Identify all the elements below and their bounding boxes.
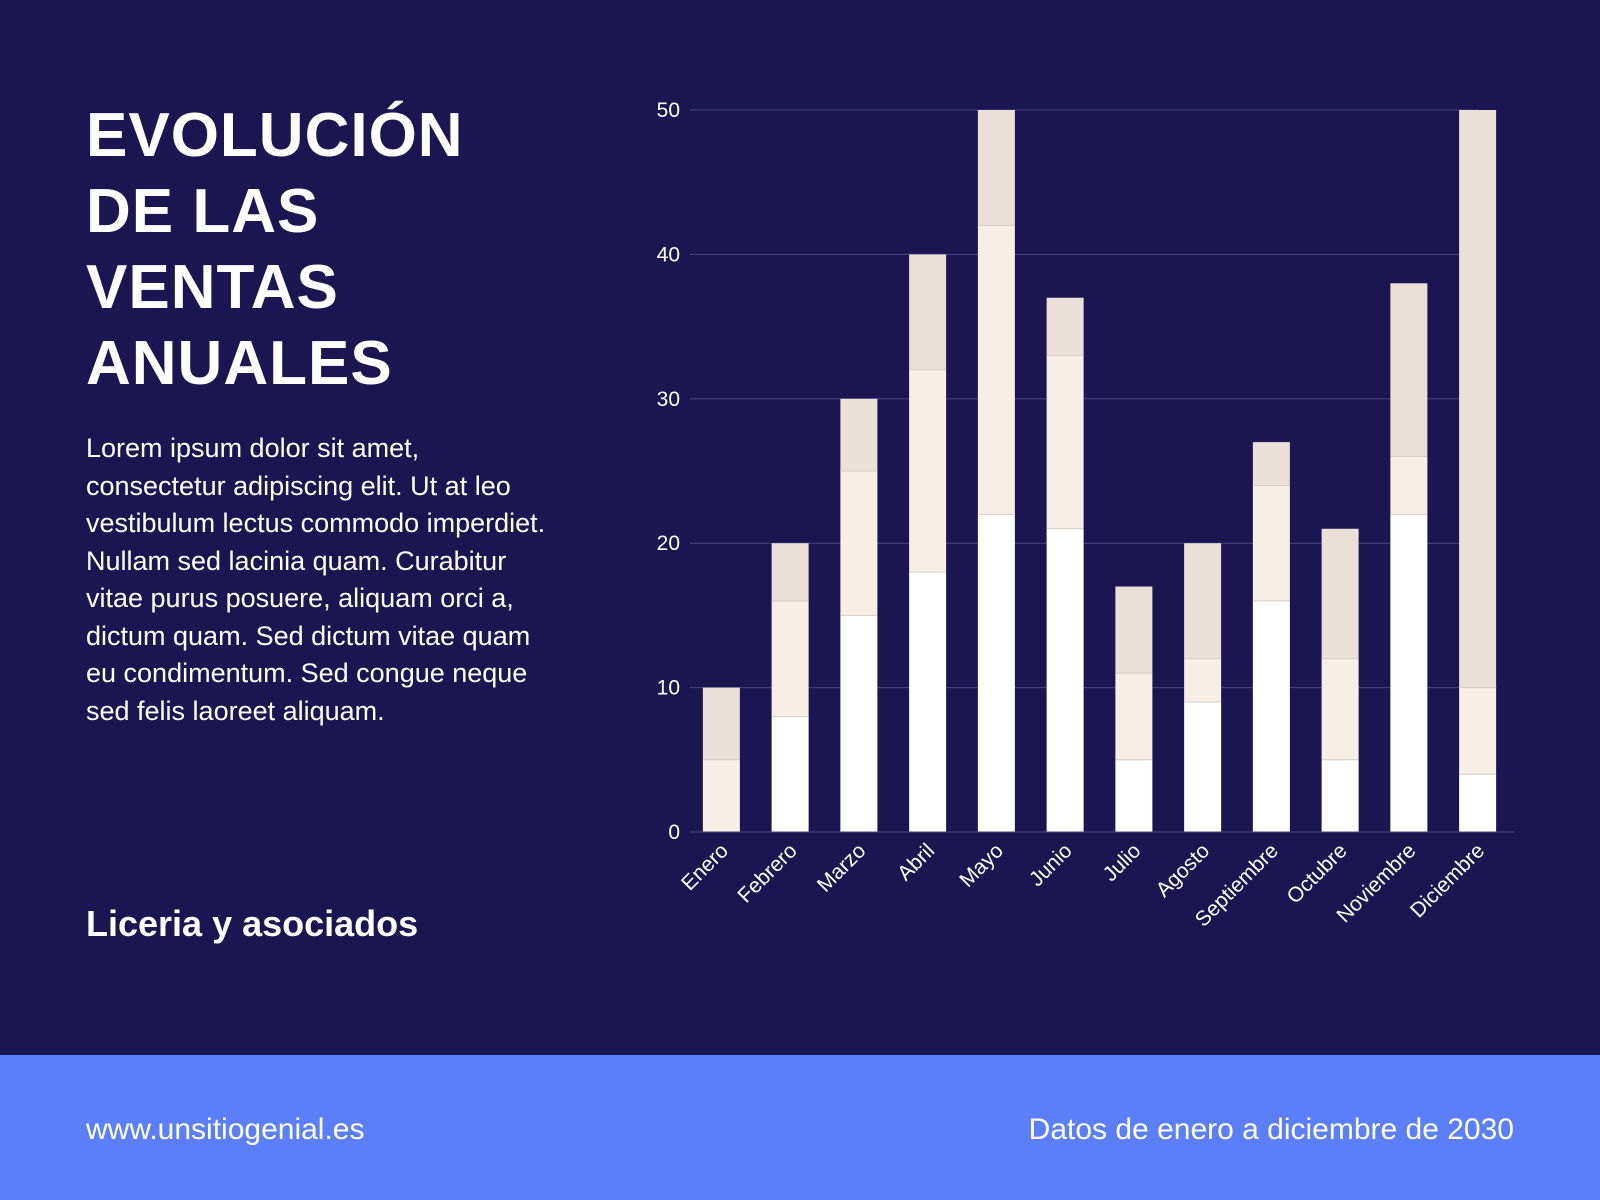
title-line: ANUALES [86,329,393,398]
x-tick-label: Abril [893,839,939,885]
x-tick-label: Julio [1099,839,1146,886]
y-tick-label: 0 [668,821,680,844]
bar-segment [1321,528,1359,659]
bar-segment [702,759,740,832]
y-tick-label: 20 [657,532,680,555]
description-text: Lorem ipsum dolor sit amet, consectetur … [86,433,546,726]
bar-segment [771,543,809,601]
bar-segment [840,398,878,471]
title-line: DE LAS [86,177,320,246]
x-tick-label: Enero [677,839,733,895]
x-tick-label: Febrero [733,839,801,907]
bar-segment [1046,528,1084,832]
bar-segment [1390,456,1428,515]
bar-segment [840,471,878,616]
x-tick-label: Octubre [1283,839,1352,908]
bar-segment [1252,442,1290,486]
y-tick-label: 50 [657,99,680,122]
bar-segment [1390,514,1428,832]
bar-segment [771,716,809,832]
footer-bar: www.unsitiogenial.es Datos de enero a di… [0,1055,1600,1200]
title-line: EVOLUCIÓN [86,101,464,170]
footer-url[interactable]: www.unsitiogenial.es [86,1113,365,1146]
bar-segment [1115,673,1153,760]
bar-segment [1252,600,1290,832]
bar-segment [909,572,947,832]
y-tick-label: 40 [657,243,680,266]
company-name: Liceria y asociados [86,903,419,944]
x-tick-label: Junio [1025,839,1077,891]
y-tick-label: 10 [657,677,680,700]
x-tick-label: Marzo [813,839,871,897]
bar-segment [1046,297,1084,356]
stacked-bar-chart: 0 10 20 30 40 50 Enero Febrero Marzo Abril Mayo Jun… [657,99,1515,931]
bar-segment [840,615,878,832]
bar-segment [1184,658,1222,703]
bar-segment [1184,543,1222,659]
bar-segment [909,369,947,573]
bar-segment [1115,759,1153,832]
bar-segment [702,687,740,760]
bar-segment [1459,774,1497,832]
bar-segment [1252,485,1290,601]
bar-segment [977,110,1015,226]
bar-segment [909,254,947,370]
bar-segment [1184,702,1222,832]
bar-segment [771,600,809,717]
x-tick-label: Diciembre [1406,839,1489,922]
page-title: EVOLUCIÓN DE LAS VENTAS ANUALES [86,98,546,402]
bar-segment [977,514,1015,832]
bar-segment [1046,355,1084,529]
bar-segment [1390,283,1428,457]
bar-segment [977,225,1015,515]
x-tick-label: Agosto [1152,839,1215,902]
bar-segment [1115,586,1153,674]
y-tick-label: 30 [657,388,680,411]
bar-segment [1459,110,1497,688]
bar-segment [1459,687,1497,775]
bar-segment [1321,759,1359,832]
bar-segment [1321,658,1359,760]
title-line: VENTAS [86,253,339,322]
footer-note: Datos de enero a diciembre de 2030 [1028,1113,1514,1146]
x-tick-label: Mayo [955,839,1008,892]
